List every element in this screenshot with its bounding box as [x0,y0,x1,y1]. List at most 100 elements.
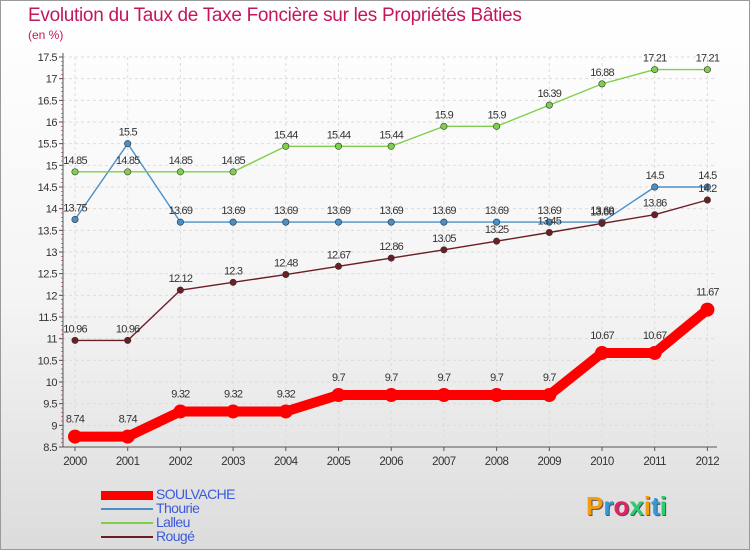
data-label-lalleu: 15.44 [327,129,351,141]
data-label-thourie: 13.69 [590,205,614,217]
data-point-rouge [651,211,659,219]
x-tick-label: 2005 [327,456,351,468]
data-label-rouge: 10.96 [63,323,87,335]
x-tick-label: 2010 [590,456,614,468]
x-tick-label: 2006 [379,456,403,468]
data-label-rouge: 12.86 [379,241,403,253]
data-label-soulvache: 8.74 [66,414,85,426]
data-label-soulvache: 10.67 [590,330,614,342]
data-point-rouge [282,271,290,279]
legend-label: Rougé [156,528,195,544]
legend-swatch [101,491,153,500]
data-label-lalleu: 17.21 [643,53,667,65]
logo-letter: i [643,491,652,521]
data-label-thourie: 14.5 [698,170,717,182]
y-tick-label: 14 [46,204,58,216]
data-point-lalleu [176,168,184,176]
data-label-soulvache: 11.67 [696,287,719,299]
logo-letter: i [659,491,667,521]
data-label-rouge: 13.25 [485,224,509,236]
data-point-soulvache [120,429,135,444]
data-point-lalleu [282,142,290,150]
data-label-soulvache: 9.32 [277,388,296,400]
logo-letter: x [629,491,644,521]
data-label-lalleu: 15.44 [379,129,403,141]
data-label-soulvache: 9.7 [437,372,451,384]
x-tick-label: 2000 [63,456,87,468]
data-label-thourie: 13.69 [274,205,298,217]
y-tick-label: 11.5 [38,312,57,324]
data-point-rouge [387,254,395,262]
data-point-lalleu [334,142,342,150]
y-tick-label: 13.5 [38,225,58,237]
data-point-thourie [703,183,711,191]
data-point-thourie [545,218,553,226]
data-point-soulvache [436,388,451,402]
data-point-thourie [440,218,448,226]
data-label-soulvache: 9.7 [490,372,504,384]
data-label-rouge: 13.86 [643,198,667,210]
data-point-soulvache [331,388,346,402]
data-label-lalleu: 16.39 [538,88,562,100]
y-tick-label: 17.5 [38,52,58,64]
data-label-lalleu: 14.85 [221,155,245,167]
logo-letter: t [651,491,660,521]
data-label-rouge: 12.3 [224,265,243,277]
data-label-thourie: 13.69 [327,205,351,217]
data-point-lalleu [703,66,711,74]
x-tick-label: 2009 [538,456,562,468]
data-label-lalleu: 16.88 [590,67,614,79]
data-label-thourie: 13.69 [485,205,509,217]
legend-swatch [101,536,153,538]
data-label-soulvache: 9.32 [171,388,190,400]
data-label-thourie: 13.69 [432,205,456,217]
data-point-soulvache [542,388,557,402]
data-label-thourie: 13.69 [169,205,193,217]
data-label-thourie: 14.5 [646,170,665,182]
proxiti-logo: Proxiti [586,491,667,522]
data-point-thourie [493,218,501,226]
x-tick-label: 2004 [274,456,299,468]
data-point-soulvache [68,429,82,444]
y-tick-label: 12 [46,290,58,302]
chart-title: Evolution du Taux de Taxe Foncière sur l… [28,5,522,26]
data-point-thourie [651,183,659,191]
data-point-lalleu [124,168,132,176]
data-point-rouge [545,229,553,237]
data-point-rouge [440,246,448,254]
data-point-rouge [71,336,79,344]
data-label-soulvache: 8.74 [119,414,138,426]
x-tick-label: 2008 [485,456,509,468]
data-label-thourie: 13.69 [221,205,245,217]
y-tick-label: 12.5 [38,269,58,281]
data-point-thourie [71,216,79,224]
data-point-thourie [124,140,132,148]
data-point-rouge [493,237,501,245]
legend-label: SOULVACHE [156,486,235,502]
data-label-rouge: 12.12 [169,273,193,285]
data-label-soulvache: 9.7 [543,372,557,384]
data-point-rouge [334,262,342,270]
data-label-rouge: 13.05 [432,233,456,245]
data-label-rouge: 12.67 [327,249,351,261]
data-point-rouge [124,336,132,344]
y-tick-label: 15.5 [38,139,58,151]
data-label-lalleu: 15.9 [435,109,454,121]
legend-label: Thourie [156,500,200,516]
data-label-thourie: 13.75 [63,203,87,215]
data-point-soulvache [173,404,188,419]
x-tick-label: 2003 [221,456,245,468]
legend-swatch [101,508,153,510]
data-point-soulvache [226,404,241,419]
data-point-soulvache [278,404,293,419]
data-label-soulvache: 9.7 [332,372,346,384]
data-point-rouge [176,286,184,294]
data-point-rouge [229,278,237,286]
data-label-soulvache: 9.7 [385,372,399,384]
y-tick-label: 14.5 [38,182,58,194]
data-point-lalleu [493,122,501,130]
data-label-thourie: 13.69 [538,205,562,217]
data-label-lalleu: 14.85 [63,155,87,167]
data-point-soulvache [647,345,662,360]
